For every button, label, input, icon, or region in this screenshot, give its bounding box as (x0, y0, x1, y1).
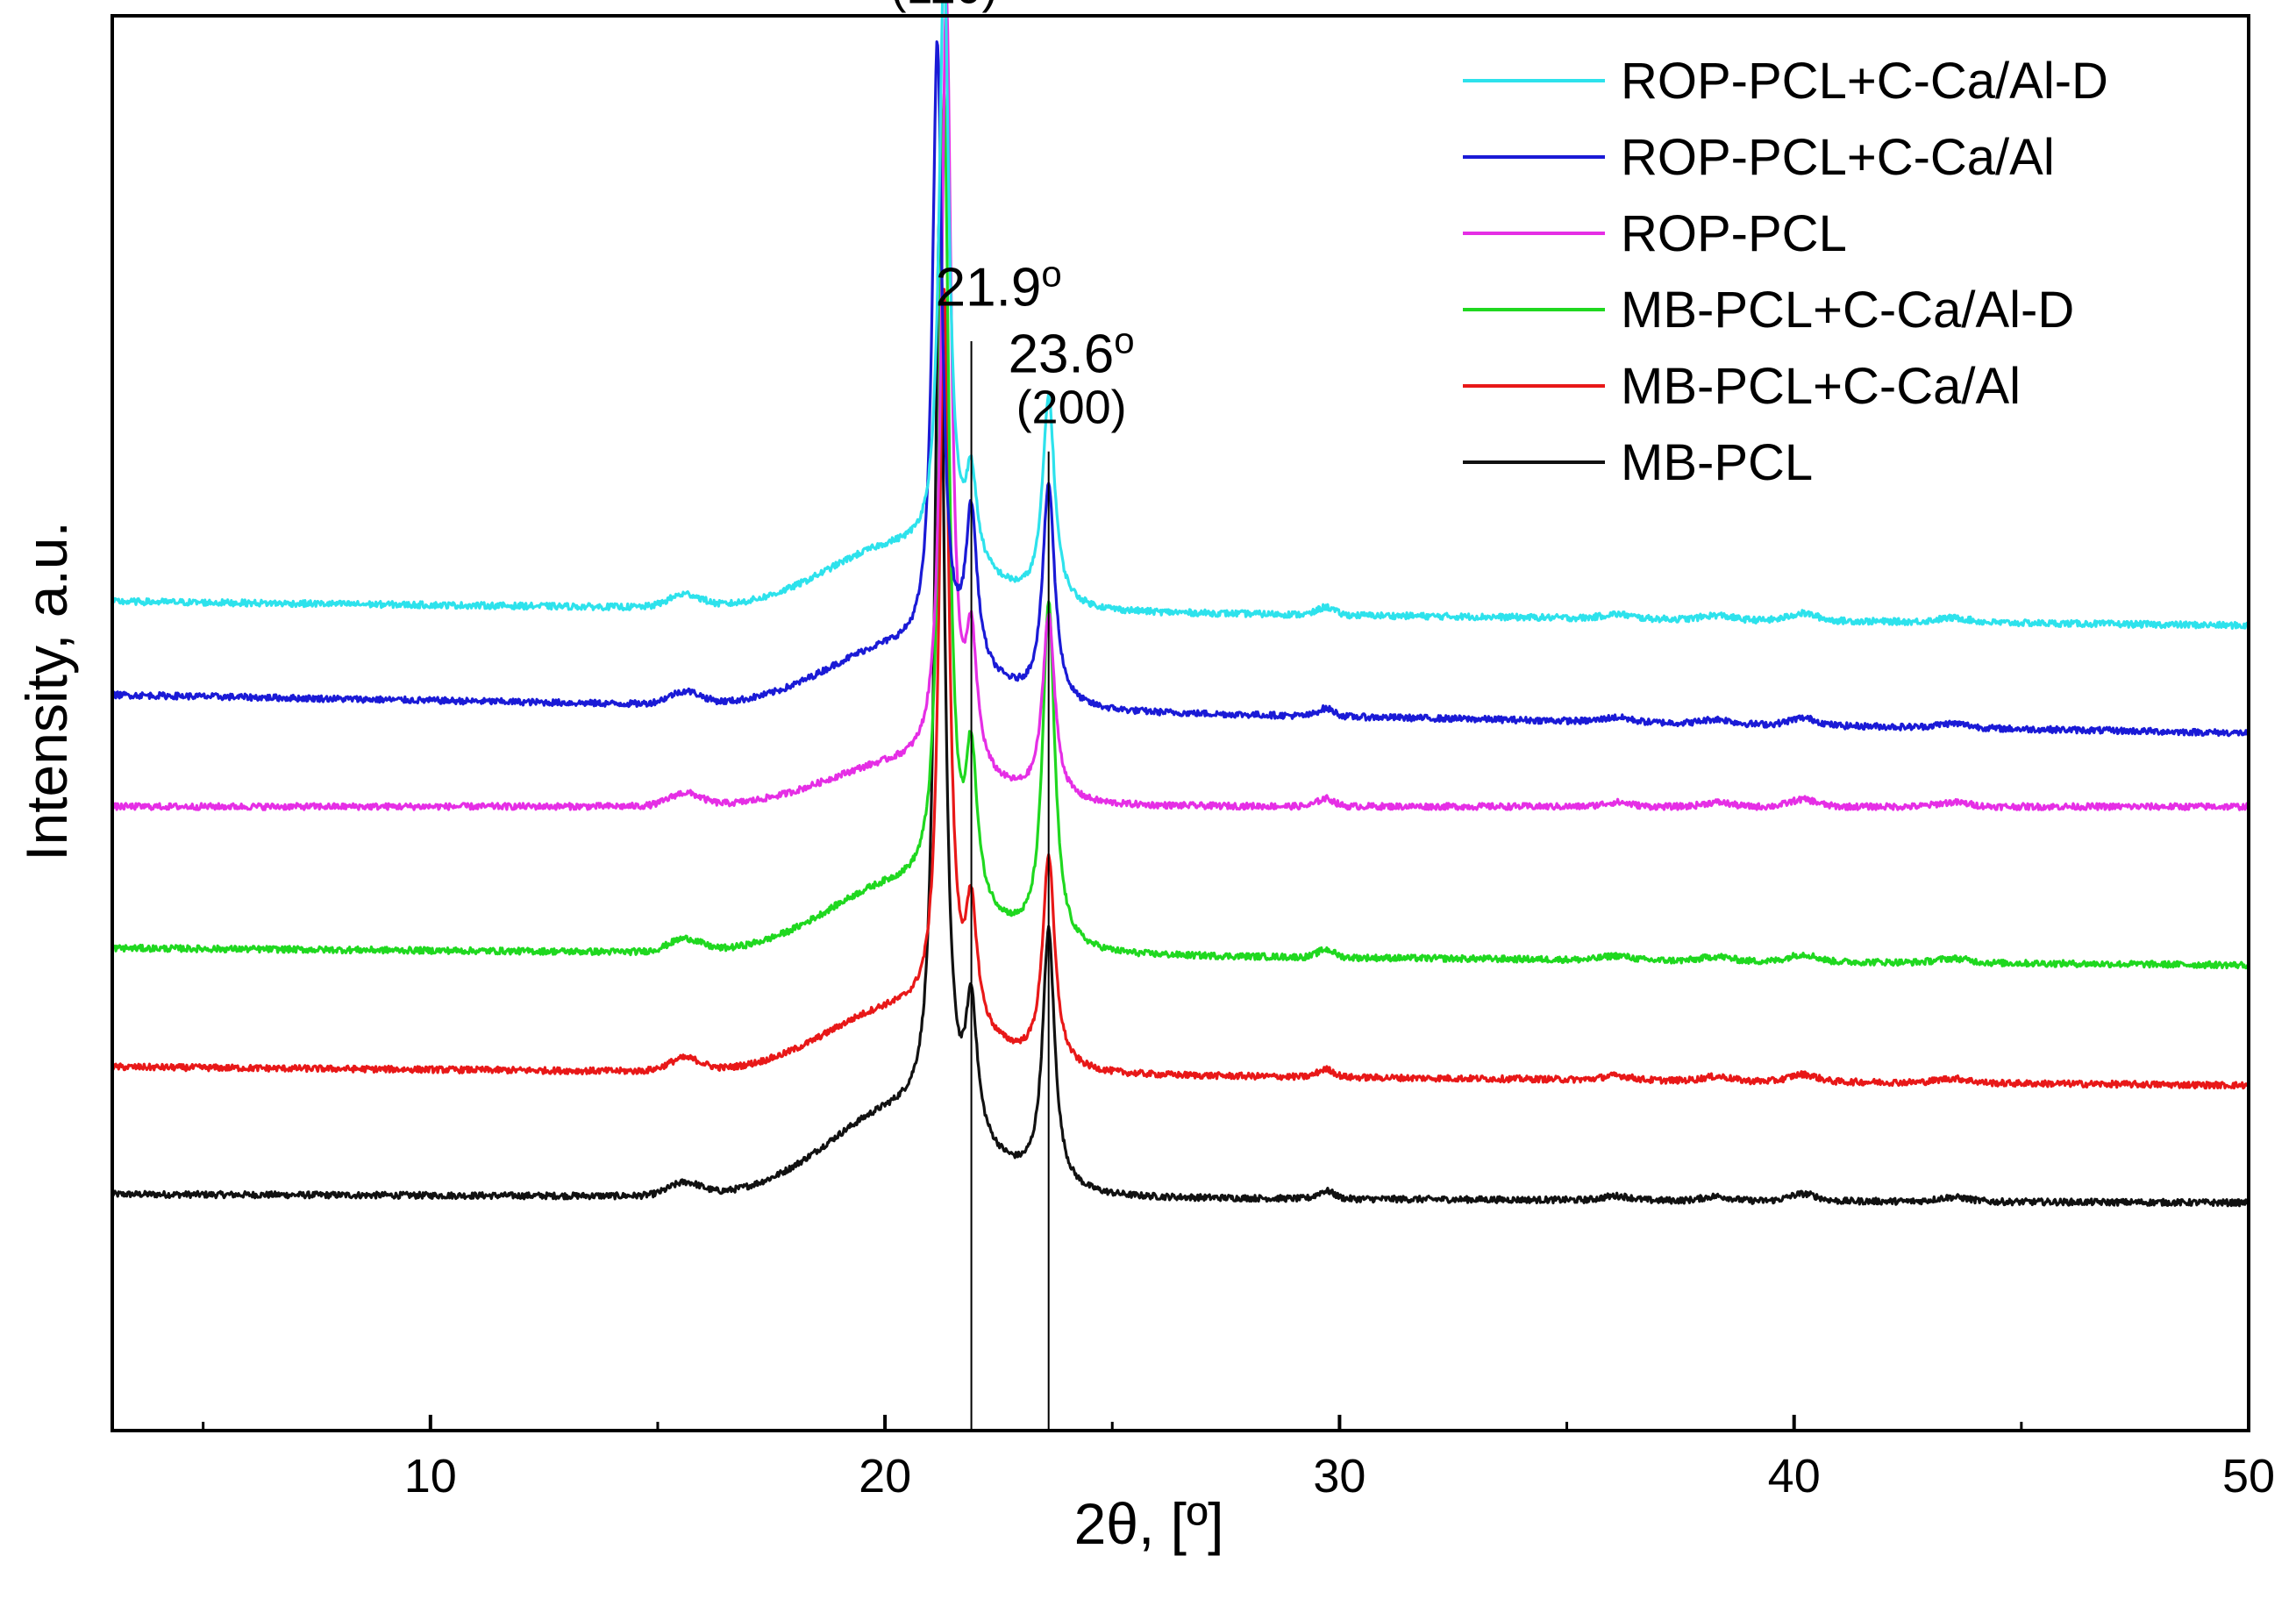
annotation-degree: o (1114, 319, 1134, 360)
annotation-miller-peak-236: (200) (1016, 381, 1127, 433)
series-line-5 (111, 288, 2250, 1090)
annotation-angle: 23.6 (1009, 324, 1115, 384)
legend-label: ROP-PCL+C-Ca/Al-D (1621, 53, 2108, 110)
legend-label: MB-PCL+C-Ca/Al (1621, 358, 2021, 415)
x-axis-title: 2θ, [º] (1074, 1491, 1224, 1556)
series-line-2 (111, 39, 2249, 738)
legend-label: MB-PCL+C-Ca/Al-D (1621, 282, 2074, 339)
x-tick-label: 20 (859, 1450, 911, 1503)
series-line-3 (111, 0, 2250, 811)
legend-label: ROP-PCL (1621, 205, 1847, 262)
legend-label: MB-PCL (1621, 434, 1813, 491)
x-tick-label: 10 (404, 1450, 457, 1503)
annotation-peak-236: 23.6o (1009, 319, 1135, 384)
legend-label: ROP-PCL+C-Ca/Al (1621, 129, 2055, 186)
x-tick-label: 30 (1313, 1450, 1365, 1503)
x-tick-label: 40 (1768, 1450, 1821, 1503)
y-axis-title: Intensity, a.u. (14, 521, 79, 861)
annotation-angle: 21.9 (936, 258, 1042, 318)
x-tick-label: 50 (2222, 1450, 2275, 1503)
annotation-degree: o (1041, 253, 1061, 295)
legend: ROP-PCL+C-Ca/Al-D ROP-PCL+C-Ca/Al ROP-PCL M… (1463, 53, 2108, 491)
reference-lines (970, 340, 1050, 1431)
series-layer (111, 0, 2250, 1208)
series-line-4 (111, 92, 2250, 970)
annotation-peak-219: 21.9o (936, 253, 1062, 318)
annotation-miller-peak-213: (110) (890, 0, 997, 13)
plot-frame (111, 14, 2250, 1432)
series-line-6 (111, 205, 2250, 1208)
series-line-1 (111, 0, 2250, 631)
x-axis-ticks: 10 20 30 40 50 (202, 1415, 2275, 1503)
